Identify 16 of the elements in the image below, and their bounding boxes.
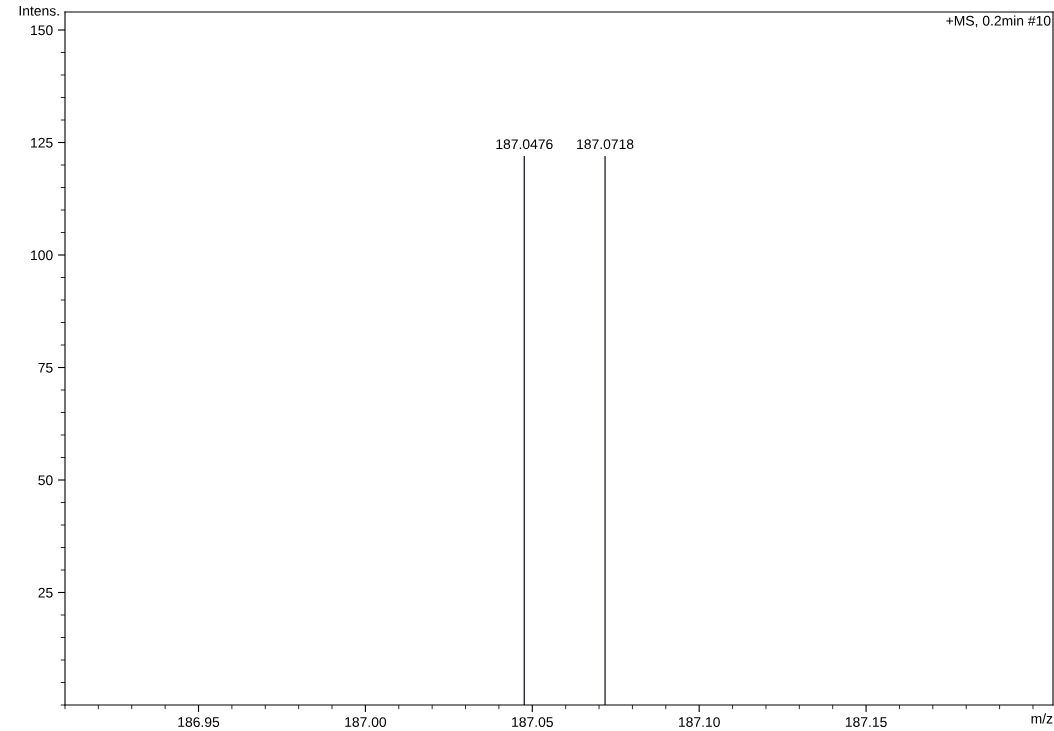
y-tick-label: 100 [31,250,53,261]
x-tick-label: 187.15 [845,717,887,728]
x-tick-label: 186.95 [178,717,220,728]
annotation: +MS, 0.2min #10 [946,15,1051,28]
x-tick-label: 187.05 [512,717,553,728]
x-tick-label: 187.10 [679,717,720,728]
x-axis-title: m/z [1031,713,1053,724]
annotation: 187.0718 [577,139,634,150]
y-axis-title: Intens. [19,6,59,16]
x-tick-label: 187.00 [345,717,387,728]
annotation: 187.0476 [496,139,553,150]
y-tick-label: 150 [31,25,53,36]
y-tick-label: 25 [38,587,53,598]
y-tick-label: 50 [38,475,53,486]
y-tick-label: 75 [38,362,53,373]
y-tick-label: 125 [31,137,53,148]
